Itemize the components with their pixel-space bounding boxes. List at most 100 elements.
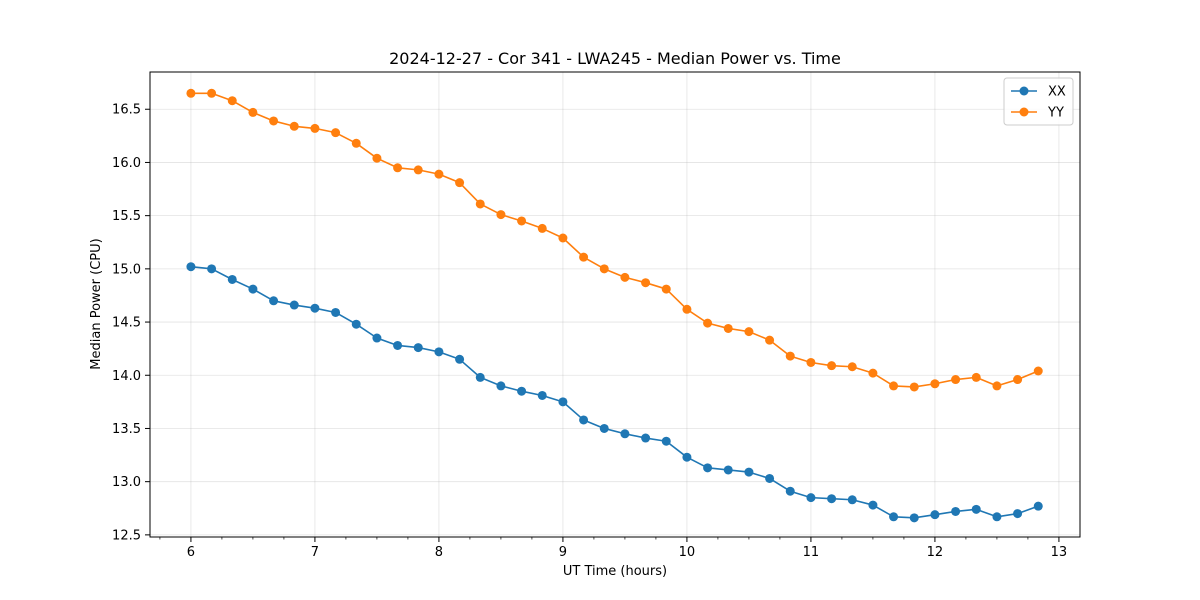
data-point-yy	[785, 351, 795, 361]
y-tick-label: 13.0	[112, 475, 141, 490]
x-axis-label: UT Time (hours)	[563, 564, 667, 579]
data-point-yy	[951, 375, 961, 385]
data-point-xx	[434, 347, 444, 357]
data-point-xx	[847, 495, 857, 505]
data-point-yy	[434, 169, 444, 179]
data-point-xx	[641, 433, 651, 443]
data-point-yy	[661, 284, 671, 294]
data-point-xx	[806, 493, 816, 503]
data-point-yy	[289, 121, 299, 131]
x-tick-label: 12	[927, 545, 944, 560]
data-point-xx	[310, 303, 320, 313]
data-point-xx	[269, 296, 279, 306]
x-tick-label: 11	[803, 545, 820, 560]
data-point-xx	[951, 506, 961, 516]
data-point-yy	[909, 382, 919, 392]
data-point-xx	[599, 423, 609, 433]
legend-label-yy: YY	[1047, 106, 1064, 121]
data-point-yy	[475, 199, 485, 209]
data-point-xx	[889, 512, 899, 522]
data-point-yy	[765, 335, 775, 345]
data-point-yy	[682, 304, 692, 314]
x-tick-label: 6	[187, 545, 195, 560]
data-point-xx	[682, 452, 692, 462]
data-point-yy	[186, 88, 196, 98]
data-point-yy	[393, 163, 403, 173]
data-point-yy	[930, 379, 940, 389]
y-tick-label: 16.5	[112, 103, 141, 118]
data-point-yy	[351, 138, 361, 148]
data-point-xx	[744, 467, 754, 477]
data-point-xx	[517, 386, 527, 396]
data-point-yy	[641, 278, 651, 288]
axis-ticks: 6 7 8 9 10 11 12 13 12.5 13.0 13.5 14.0 14.5 15.0 15.5…	[112, 103, 1067, 560]
y-tick-label: 15.5	[112, 209, 141, 224]
y-tick-label: 14.5	[112, 316, 141, 331]
data-point-yy	[455, 178, 465, 188]
data-point-xx	[868, 500, 878, 510]
y-axis-label: Median Power (CPU)	[89, 238, 104, 369]
data-point-xx	[496, 381, 506, 391]
data-point-yy	[331, 128, 341, 138]
y-tick-label: 13.5	[112, 422, 141, 437]
data-point-xx	[186, 262, 196, 272]
data-point-xx	[765, 473, 775, 483]
legend-marker-xx	[1019, 86, 1029, 96]
data-point-xx	[703, 463, 713, 473]
data-point-yy	[971, 372, 981, 382]
data-point-yy	[413, 165, 423, 175]
x-tick-label: 13	[1051, 545, 1068, 560]
data-point-yy	[537, 223, 547, 233]
data-point-yy	[517, 216, 527, 226]
data-point-xx	[827, 494, 837, 504]
data-point-yy	[558, 233, 568, 243]
data-point-yy	[1013, 375, 1023, 385]
data-point-yy	[207, 88, 217, 98]
y-tick-label: 16.0	[112, 156, 141, 171]
data-point-xx	[227, 274, 237, 284]
data-point-yy	[868, 368, 878, 378]
data-point-xx	[579, 415, 589, 425]
data-point-yy	[889, 381, 899, 391]
data-point-xx	[1013, 509, 1023, 519]
plot-area-frame	[149, 71, 1081, 538]
data-point-xx	[930, 510, 940, 520]
data-point-yy	[723, 323, 733, 333]
data-point-xx	[785, 486, 795, 496]
y-tick-label: 15.0	[112, 262, 141, 277]
data-point-yy	[579, 252, 589, 262]
legend-marker-yy	[1019, 107, 1029, 117]
data-point-yy	[372, 153, 382, 163]
x-tick-label: 8	[435, 545, 443, 560]
data-point-yy	[744, 327, 754, 337]
data-point-xx	[620, 429, 630, 439]
data-point-xx	[455, 354, 465, 364]
data-point-yy	[269, 116, 279, 126]
data-point-yy	[703, 318, 713, 328]
data-point-xx	[537, 390, 547, 400]
x-tick-label: 7	[311, 545, 319, 560]
data-point-xx	[393, 340, 403, 350]
data-point-yy	[992, 381, 1002, 391]
data-point-yy	[248, 107, 258, 117]
legend: XX YY	[1003, 77, 1074, 126]
data-point-xx	[992, 512, 1002, 522]
data-point-xx	[1033, 501, 1043, 511]
data-point-xx	[558, 397, 568, 407]
data-point-yy	[227, 96, 237, 106]
data-point-xx	[413, 343, 423, 353]
data-point-yy	[847, 362, 857, 372]
data-point-xx	[661, 436, 671, 446]
legend-label-xx: XX	[1048, 85, 1066, 100]
data-point-yy	[599, 264, 609, 274]
y-tick-label: 14.0	[112, 369, 141, 384]
data-point-yy	[310, 123, 320, 133]
data-point-xx	[248, 284, 258, 294]
data-point-xx	[289, 300, 299, 310]
x-tick-label: 10	[679, 545, 696, 560]
data-point-xx	[372, 333, 382, 343]
data-point-yy	[806, 357, 816, 367]
data-point-xx	[723, 465, 733, 475]
